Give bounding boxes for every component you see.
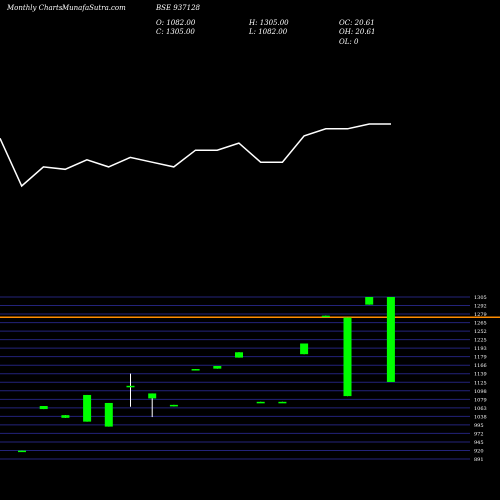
candle-body <box>18 450 26 453</box>
candle <box>83 394 92 422</box>
candle-body <box>39 406 48 410</box>
y-tick-label: 920 <box>474 448 484 454</box>
candle-body <box>256 401 265 404</box>
y-tick-label: 1125 <box>474 380 487 386</box>
open-value: O: 1082.00 <box>156 19 196 27</box>
candle <box>104 402 113 427</box>
high-value: H: 1305.00 <box>249 19 289 27</box>
candle <box>300 343 309 355</box>
candle <box>148 393 157 418</box>
candle <box>18 450 26 453</box>
candle-body <box>300 343 309 355</box>
symbol-label: BSE 937128 <box>156 4 200 12</box>
y-tick-label: 1292 <box>474 304 487 310</box>
price-axis: 1305 1292 1279 1265 1252 1225 1193 1179 1166 1139… <box>474 295 487 463</box>
candle <box>191 369 200 371</box>
candle <box>343 317 352 397</box>
y-tick-label: 1179 <box>474 355 487 361</box>
candle-body <box>126 385 135 388</box>
oc-value: OC: 20.61 <box>339 19 375 27</box>
y-tick-label: 1063 <box>474 406 487 412</box>
price-grid <box>0 296 470 460</box>
candle <box>213 365 222 369</box>
candle-body <box>386 297 395 383</box>
candle-body <box>213 365 222 369</box>
y-tick-label: 1265 <box>474 321 487 327</box>
y-tick-label: 945 <box>474 440 484 446</box>
candle <box>169 404 178 407</box>
candle <box>235 352 243 358</box>
candle-body <box>83 394 92 422</box>
candle <box>126 373 135 407</box>
candle <box>386 297 395 383</box>
y-tick-label: 972 <box>474 431 484 437</box>
y-tick-label: 1279 <box>474 312 487 318</box>
candle-body <box>365 297 374 305</box>
source-label: MunafaSutra.com <box>62 4 126 12</box>
y-tick-label: 891 <box>474 457 484 463</box>
y-tick-label: 1166 <box>474 363 487 369</box>
y-tick-label: 1225 <box>474 338 487 344</box>
y-tick-label: 1079 <box>474 397 487 403</box>
candle-body <box>235 352 243 358</box>
oh-value: OH: 20.61 <box>339 28 376 36</box>
chart-title: Monthly Charts <box>7 4 63 12</box>
candle-body <box>148 393 157 399</box>
candle <box>278 401 287 404</box>
line-series <box>0 123 391 188</box>
y-tick-label: 1098 <box>474 389 487 395</box>
close-value: C: 1305.00 <box>156 28 195 36</box>
candlestick-series <box>18 297 395 453</box>
y-tick-label: 1038 <box>474 414 487 420</box>
low-value: L: 1082.00 <box>249 28 288 36</box>
candle-body <box>169 404 178 407</box>
y-tick-label: 995 <box>474 423 484 429</box>
candle-body <box>278 401 287 404</box>
candle-body <box>191 369 200 371</box>
candle <box>61 415 70 418</box>
y-tick-label: 1305 <box>474 295 487 301</box>
candle <box>256 401 265 404</box>
candle-body <box>321 315 330 318</box>
ol-value: OL: 0 <box>339 38 359 46</box>
y-tick-label: 1252 <box>474 329 487 335</box>
candle <box>39 406 48 410</box>
candle-body <box>61 415 70 418</box>
candle <box>365 297 374 305</box>
candle-body <box>343 317 352 397</box>
candle-body <box>104 402 113 427</box>
y-tick-label: 1193 <box>474 346 487 352</box>
candle <box>321 315 330 318</box>
y-tick-label: 1139 <box>474 372 487 378</box>
